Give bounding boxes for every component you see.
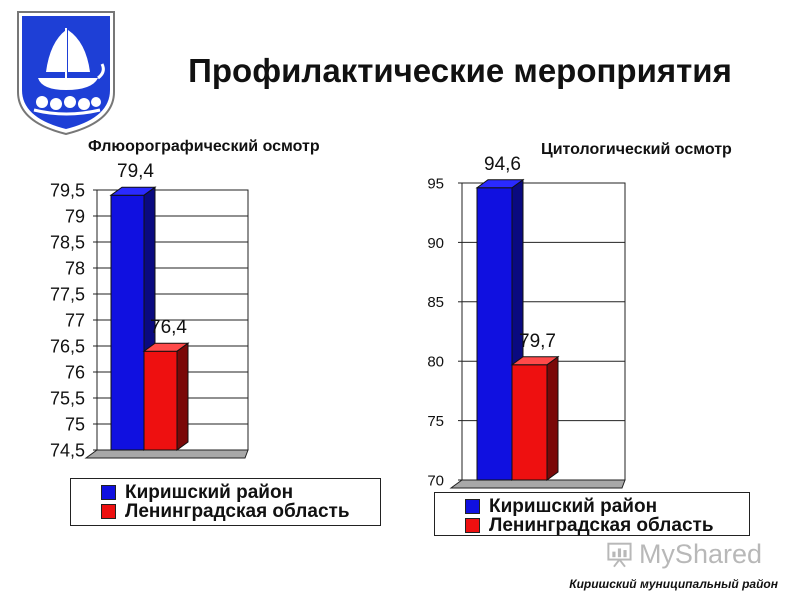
presentation-board-icon [607,542,632,568]
y-tick-label: 90 [427,235,444,252]
y-tick-label: 77,5 [50,284,85,304]
bar-series-1 [476,187,513,481]
legend-swatch-series-2 [101,504,116,519]
data-label: 79,7 [519,331,556,352]
y-tick-label: 95 [427,175,444,192]
chart2-title: Цитологический осмотр [541,141,732,158]
legend-item: Киришский район [101,483,380,502]
bar-top-series-1 [475,179,525,189]
y-tick-label: 76,5 [50,336,85,356]
legend-label: Ленинградская область [125,501,350,522]
bar-series-2 [143,350,178,451]
legend-label: Ленинградская область [489,515,714,536]
chart2: 70 75 80 85 90 95 94,6 79,7 [427,154,626,489]
legend-swatch-series-2 [465,518,480,533]
data-label: 79,4 [117,161,154,182]
chart-floor [84,449,249,459]
legend-item: Ленинградская область [465,516,749,535]
watermark: MyShared [606,536,762,572]
y-tick-label: 74,5 [50,440,85,460]
data-label: 76,4 [150,317,187,338]
legend-label: Киришский район [125,482,294,503]
y-tick-label: 78 [65,258,85,278]
coat-of-arms-emblem [17,11,115,136]
y-tick-label: 80 [427,354,444,371]
bar-side-series-2 [546,355,559,481]
bar-top-series-2 [510,356,560,366]
y-tick-label: 78,5 [50,232,85,252]
bar-series-1 [110,194,145,451]
y-tick-label: 75 [65,414,85,434]
bar-top-series-1 [109,186,157,196]
legend-label: Киришский район [489,496,658,517]
watermark-text: MyShared [638,538,762,569]
chart1-legend: Киришский район Ленинградская область [70,478,381,526]
legend-item: Киришский район [465,497,749,516]
y-tick-label: 75,5 [50,388,85,408]
page-title: Профилактические мероприятия [188,52,732,89]
y-tick-label: 79 [65,206,85,226]
y-tick-label: 75 [427,413,444,430]
y-tick-label: 76 [65,362,85,382]
chart-floor [449,479,626,489]
data-label: 94,6 [484,154,521,175]
y-tick-label: 77 [65,310,85,330]
bar-series-2 [511,364,548,481]
chart2-legend: Киришский район Ленинградская область [434,492,750,536]
legend-item: Ленинградская область [101,502,380,521]
footer-caption: Киришский муниципальный район [569,577,778,591]
y-tick-label: 70 [427,472,444,489]
bar-side-series-2 [176,342,189,451]
y-tick-label: 79,5 [50,180,85,200]
bar-top-series-2 [142,342,190,352]
legend-swatch-series-1 [465,499,480,514]
legend-swatch-series-1 [101,485,116,500]
y-tick-label: 85 [427,294,444,311]
chart1-title: Флюорографический осмотр [88,138,320,155]
chart1: 74,5 75 75,5 76 76,5 77 77,5 78 78,5 79 79,5 79,4 76… [50,161,249,460]
